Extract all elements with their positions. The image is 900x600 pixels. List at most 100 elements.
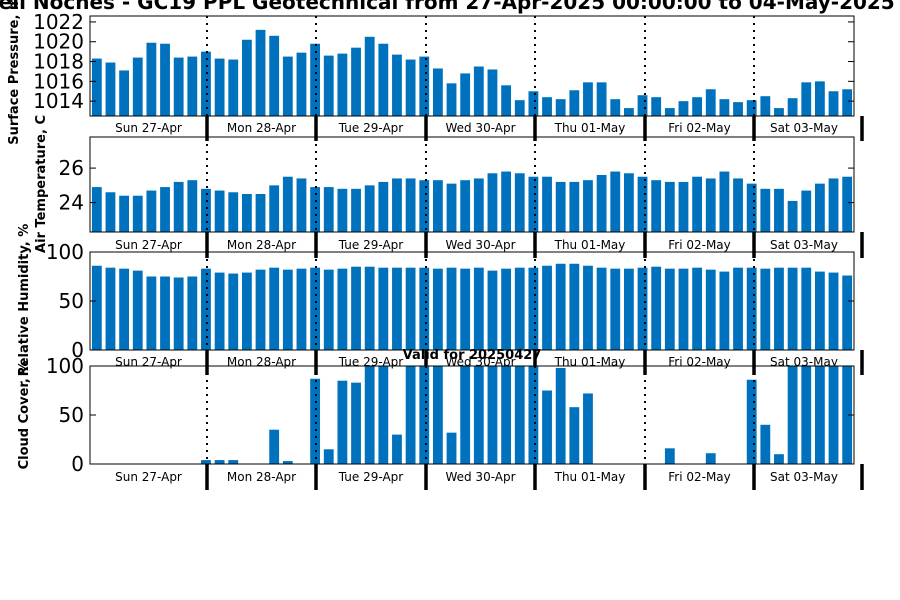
temperature-bar [610,171,621,232]
humidity-bar [760,268,771,350]
pressure-bar [787,98,798,116]
humidity-bar [542,265,552,350]
temperature-bar [91,187,102,232]
y-tick-label: 1014 [33,89,84,113]
humidity-bar [446,267,457,350]
x-day-label: Sat 03-May [770,121,838,135]
temperature-bar [419,180,430,232]
humidity-bar [91,265,102,350]
temperature-bar [173,181,184,232]
temperature-bar [746,183,757,232]
humidity-bar [119,268,130,350]
temperature-bar [828,178,839,232]
temperature-ylabel: Air Temperature, C [34,115,49,253]
pressure-bar [337,53,348,116]
pressure-bar [460,73,471,116]
humidity-bar [787,267,798,350]
pressure-bar [201,51,211,116]
temperature-bar [405,178,416,232]
pressure-bar [296,52,307,116]
temperature-bar [282,176,293,232]
temperature-bar [132,195,143,232]
humidity-bar [392,267,402,350]
humidity-bar [692,267,703,350]
temperature-panel: 24 26 Air Temperature, C Sun 27-Apr Mon 28-A… [34,115,864,258]
temperature-bar [146,190,157,232]
humidity-ylabel: Relative Humidity, % [17,224,32,377]
humidity-bar [378,267,389,350]
pressure-bar [719,99,730,116]
pressure-axes-frame [89,15,855,117]
humidity-bar [528,267,539,350]
humidity-bar [733,267,743,350]
pressure-bar [132,57,143,116]
cloud-cover-bar [419,366,430,464]
pressure-bar [105,62,116,116]
temperature-bar [814,183,825,232]
cloud-cover-bar [664,448,675,464]
temperature-bar [733,178,743,232]
pressure-bar [269,35,280,116]
cloud-cover-bar [705,453,716,464]
cloud-cover-bar [801,366,812,464]
humidity-bar [746,267,757,350]
cloud-cover-bar [828,366,839,464]
y-tick-label: 26 [59,156,84,180]
temperature-bar [310,187,321,232]
x-day-label: Mon 28-Apr [227,470,296,484]
pressure-bar [446,83,457,116]
temperature-bar [460,180,471,232]
x-day-label: Wed 30-Apr [445,470,515,484]
cloud-cover-bar [542,390,552,464]
pressure-bar [664,108,675,116]
cloud-cover-bar [569,407,580,464]
cloud-cover-ylabel: Cloud Cover, % [17,361,32,470]
temperature-bar [555,181,566,232]
cloud-cover-bar [201,460,211,464]
cloud-cover-bar [473,366,484,464]
humidity-bar [842,275,853,350]
pressure-bar [323,55,334,116]
humidity-bar [637,267,648,350]
temperature-bar [842,176,853,232]
pressure-bar [651,97,662,116]
cloud-cover-bar [337,380,348,464]
pressure-bar [214,58,225,116]
humidity-bar [337,268,348,350]
humidity-bar [323,269,334,350]
x-day-label: Mon 28-Apr [227,355,296,369]
cloud-cover-bar [282,461,293,464]
x-day-label: Tue 29-Apr [338,238,403,252]
y-tick-label: 1020 [33,30,84,54]
pressure-bar [241,39,252,117]
pressure-bar [405,59,416,116]
temperature-bar [719,171,730,232]
y-tick-label: 50 [59,403,84,427]
cloud-cover-bar [446,432,457,464]
x-day-label: Sun 27-Apr [115,355,182,369]
humidity-bar [664,268,675,350]
humidity-bar [596,267,607,350]
temperature-bar [664,181,675,232]
temperature-bar [637,176,648,232]
temperature-bar [651,180,662,232]
pressure-bar [733,102,743,116]
y-tick-label: 24 [59,191,84,215]
cloud-cover-bar [392,434,402,464]
temperature-bar [241,194,252,232]
humidity-bar [460,268,471,350]
pressure-bar [432,68,443,116]
pressure-bar [637,95,648,116]
pressure-bar [828,91,839,116]
x-day-label: Thu 01-May [554,470,626,484]
x-day-label: Thu 01-May [554,121,626,135]
temperature-bar [596,175,607,232]
humidity-bar [623,268,634,350]
pressure-bar [473,66,484,116]
temperature-bar [623,173,634,232]
y-tick-label: 1016 [33,69,84,93]
temperature-bar [269,185,280,232]
temperature-bar [296,178,307,232]
cloud-cover-bar [528,366,539,464]
y-tick-label: 0 [71,338,84,362]
